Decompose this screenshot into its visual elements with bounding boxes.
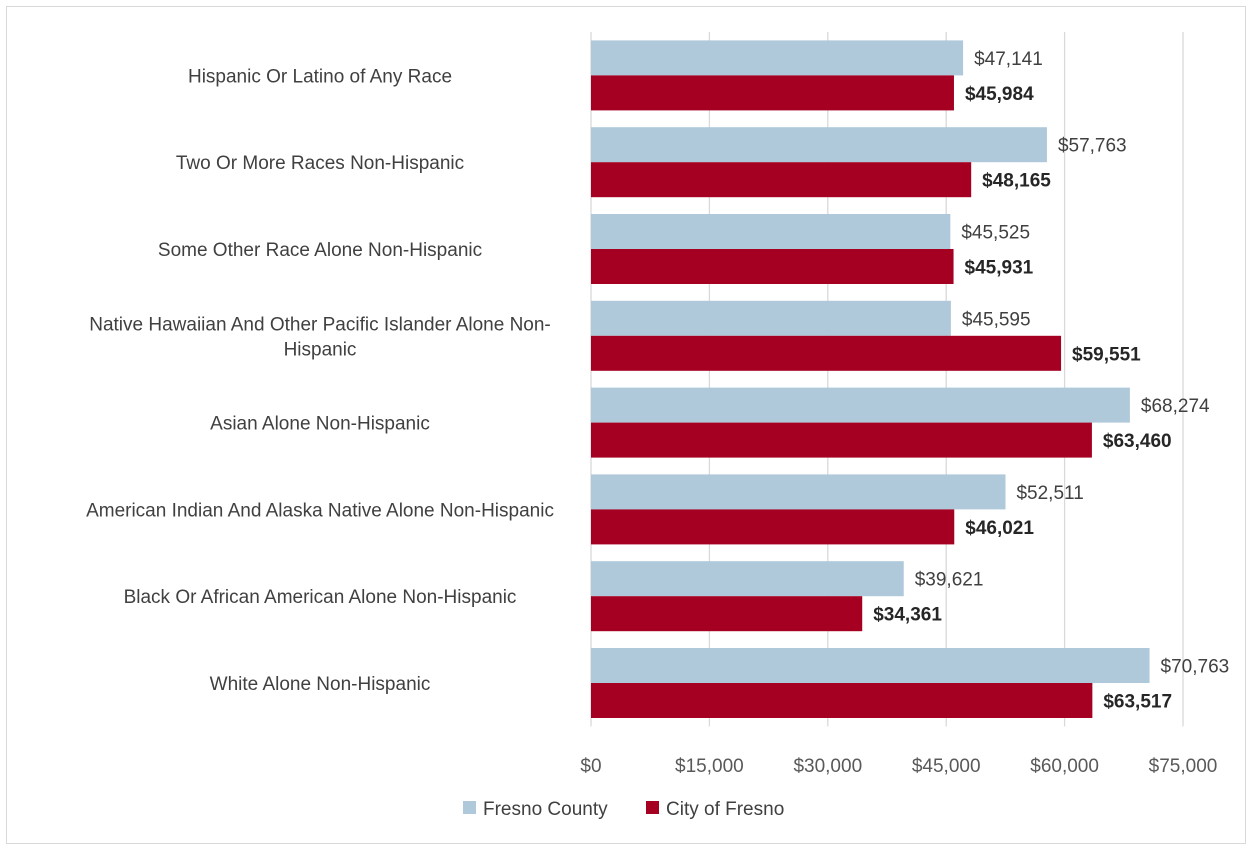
x-tick-label: $30,000 xyxy=(793,756,862,777)
data-label-fresno-county: $47,141 xyxy=(974,49,1043,70)
category-label: Native Hawaiian And Other Pacific Island… xyxy=(89,314,551,335)
category-label: Two Or More Races Non-Hispanic xyxy=(176,153,464,174)
data-label-fresno-county: $45,595 xyxy=(962,309,1031,330)
bars xyxy=(591,40,1150,718)
data-label-city-of-fresno: $59,551 xyxy=(1072,344,1141,365)
bar-fresno-county xyxy=(591,40,964,76)
data-label-city-of-fresno: $46,021 xyxy=(965,518,1034,539)
bar-fresno-county xyxy=(591,474,1006,510)
data-label-city-of-fresno: $48,165 xyxy=(982,171,1051,192)
bar-city-of-fresno xyxy=(591,422,1092,458)
data-labels: $47,141 $45,984 $57,763 $48,165 $45,525 $45,9… xyxy=(873,49,1229,713)
legend-swatch-city-of-fresno xyxy=(646,801,659,814)
x-tick-label: $0 xyxy=(580,756,601,777)
data-label-fresno-county: $57,763 xyxy=(1058,136,1127,157)
x-axis-tick-labels: $0 $15,000 $30,000 $45,000 $60,000 $75,000 xyxy=(580,756,1217,777)
data-label-fresno-county: $39,621 xyxy=(915,570,984,591)
x-tick-label: $75,000 xyxy=(1149,756,1218,777)
data-label-city-of-fresno: $45,984 xyxy=(965,84,1034,105)
bar-fresno-county xyxy=(591,648,1150,683)
bar-city-of-fresno xyxy=(591,335,1062,371)
legend: Fresno County City of Fresno xyxy=(463,799,784,820)
category-label: Some Other Race Alone Non-Hispanic xyxy=(158,240,482,261)
legend-swatch-fresno-county xyxy=(463,801,476,814)
bar-fresno-county xyxy=(591,127,1047,163)
bar-city-of-fresno xyxy=(591,75,954,111)
data-label-city-of-fresno: $34,361 xyxy=(873,605,942,626)
bar-city-of-fresno xyxy=(591,509,955,545)
category-label: Hispanic xyxy=(284,339,357,360)
data-label-fresno-county: $68,274 xyxy=(1141,396,1210,417)
legend-label-fresno-county: Fresno County xyxy=(483,799,608,820)
category-label: American Indian And Alaska Native Alone … xyxy=(86,500,554,521)
data-label-city-of-fresno: $63,517 xyxy=(1103,692,1172,713)
x-tick-label: $45,000 xyxy=(912,756,981,777)
category-label: Hispanic Or Latino of Any Race xyxy=(188,66,452,87)
data-label-fresno-county: $45,525 xyxy=(961,223,1030,244)
category-label: Black Or African American Alone Non-Hisp… xyxy=(124,587,517,608)
x-tick-label: $15,000 xyxy=(675,756,744,777)
category-label: White Alone Non-Hispanic xyxy=(210,674,431,695)
data-label-city-of-fresno: $63,460 xyxy=(1103,431,1172,452)
bar-city-of-fresno xyxy=(591,162,972,198)
bar-city-of-fresno xyxy=(591,596,863,632)
bar-fresno-county xyxy=(591,214,951,249)
bar-city-of-fresno xyxy=(591,249,954,284)
data-label-city-of-fresno: $45,931 xyxy=(965,258,1034,279)
category-label: Asian Alone Non-Hispanic xyxy=(210,414,430,435)
legend-label-city-of-fresno: City of Fresno xyxy=(666,799,784,820)
bar-fresno-county xyxy=(591,561,904,597)
data-label-fresno-county: $70,763 xyxy=(1161,657,1230,678)
bar-fresno-county xyxy=(591,387,1130,423)
bar-city-of-fresno xyxy=(591,683,1093,718)
data-label-fresno-county: $52,511 xyxy=(1016,483,1083,504)
bar-fresno-county xyxy=(591,300,951,336)
x-tick-label: $60,000 xyxy=(1030,756,1099,777)
category-labels: Hispanic Or Latino of Any Race Two Or Mor… xyxy=(86,66,554,695)
